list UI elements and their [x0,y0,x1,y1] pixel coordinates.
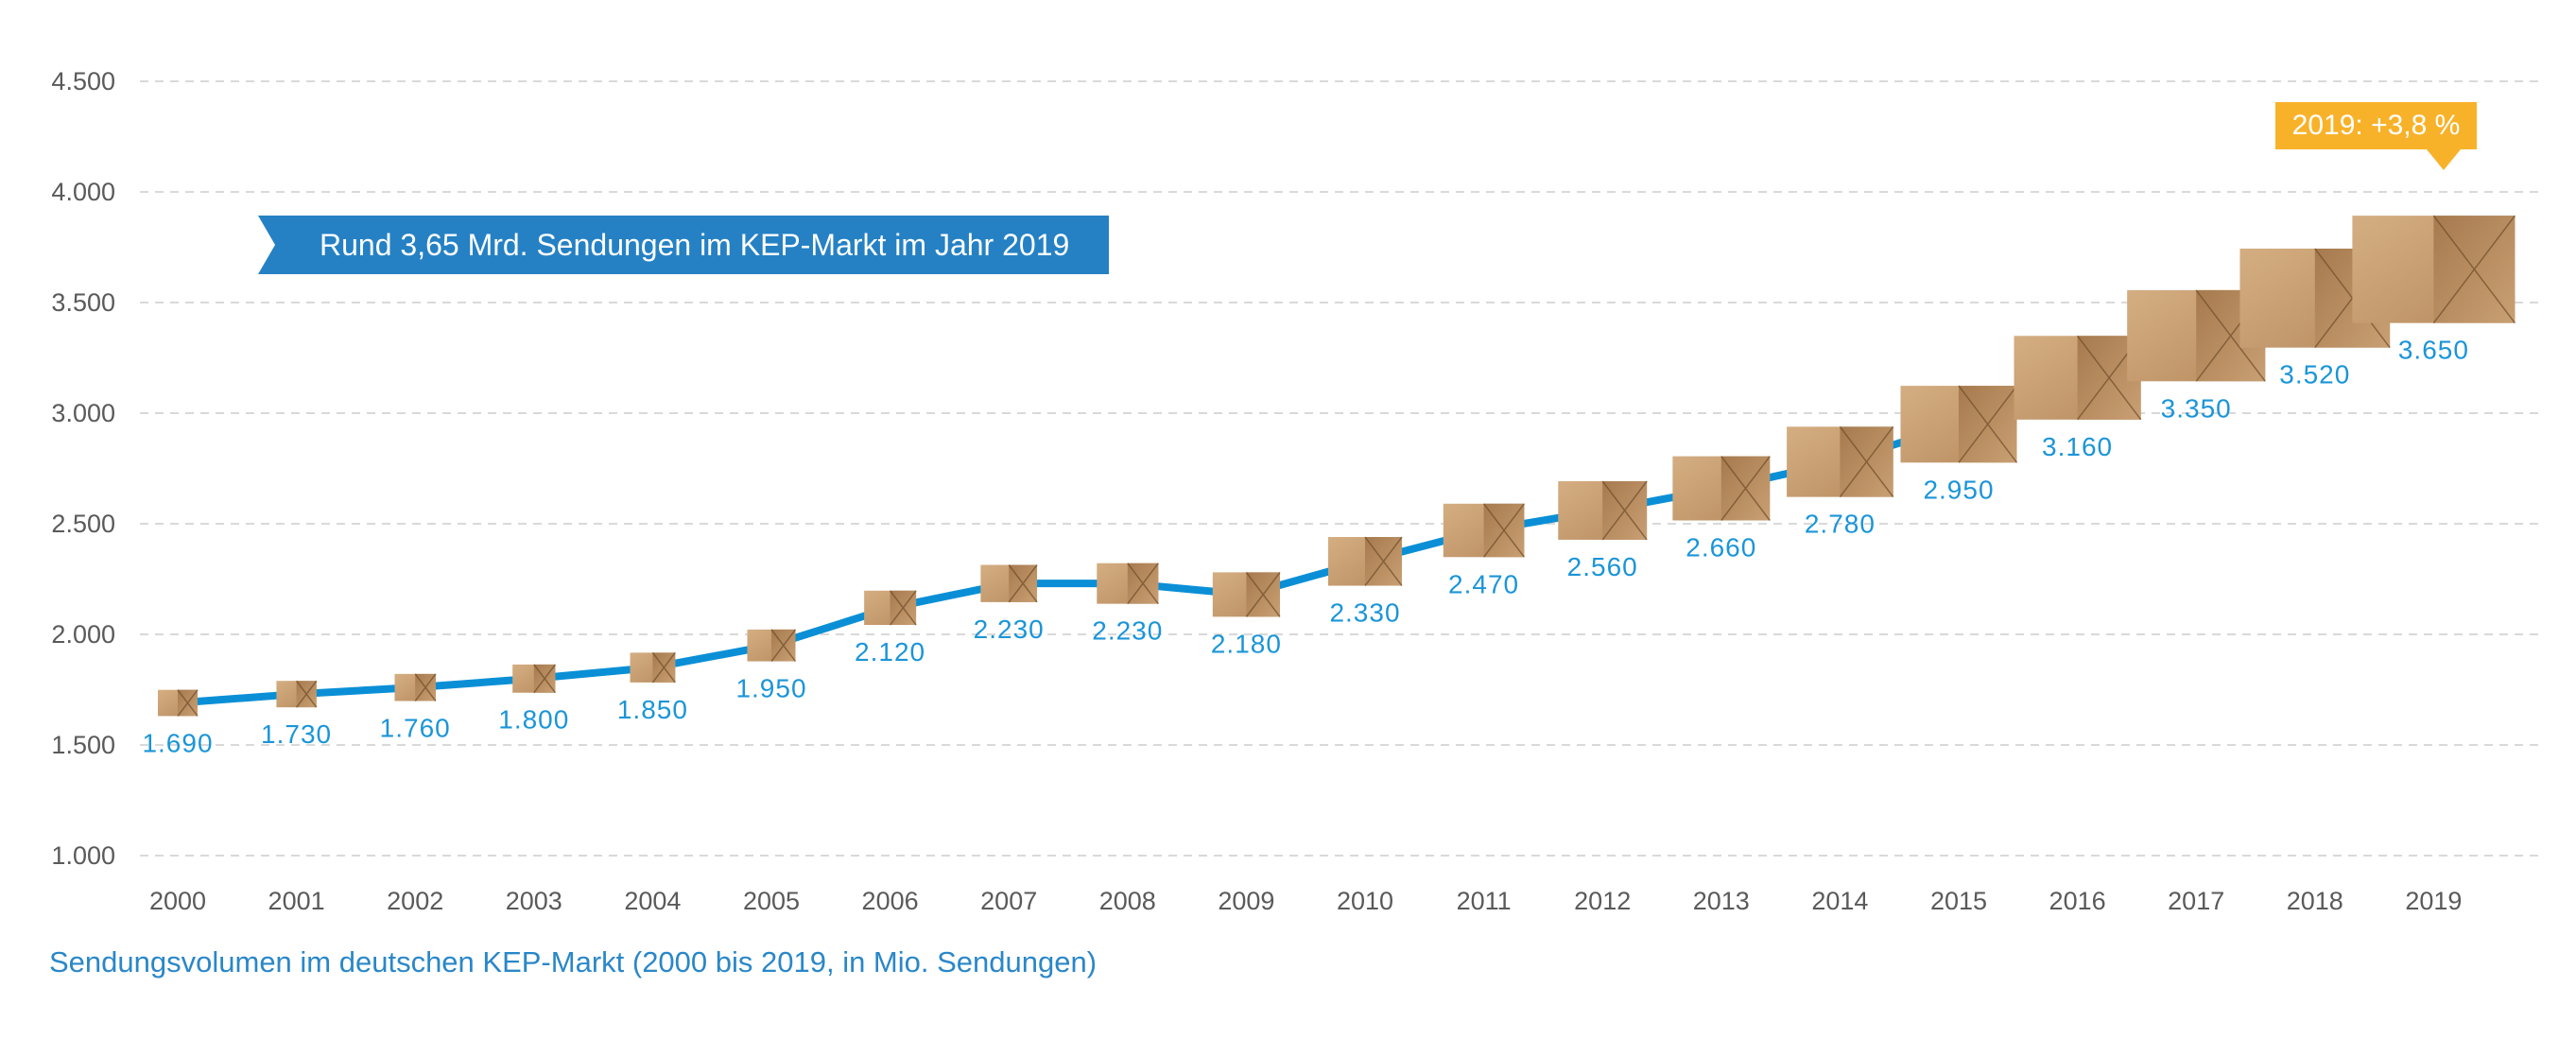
data-label: 2.120 [855,637,925,667]
x-tick-label: 2008 [1099,887,1156,915]
data-label: 2.330 [1329,598,1400,628]
y-tick-label: 2.500 [51,510,115,538]
cardboard-box-icon [1558,480,1648,541]
x-tick-label: 2010 [1337,887,1393,915]
x-tick-label: 2003 [506,887,562,915]
data-label: 2.560 [1567,552,1638,581]
y-tick-label: 4.000 [51,178,115,206]
data-label: 2.470 [1448,569,1519,598]
x-tick-label: 2017 [2168,887,2224,915]
cardboard-box-icon [394,673,437,701]
cardboard-box-icon [276,680,318,708]
x-tick-label: 2004 [624,887,681,915]
y-tick-label: 3.000 [51,399,115,427]
cardboard-box-icon [1097,563,1159,605]
data-label: 2.230 [1092,616,1163,646]
cardboard-box-icon [158,689,199,717]
cardboard-box-icon [747,629,797,662]
x-tick-label: 2013 [1693,887,1750,915]
series-line [174,265,2438,707]
data-label: 3.520 [2279,360,2350,390]
cardboard-box-icon [1787,425,1894,498]
data-label: 1.800 [498,705,569,735]
cardboard-box-icon [630,651,676,684]
data-label: 2.230 [974,615,1045,644]
cardboard-box-icon [1672,456,1771,521]
cardboard-box-icon [864,590,917,626]
y-tick-label: 4.500 [51,67,115,95]
headline-banner: Rund 3,65 Mrd. Sendungen im KEP-Markt im… [258,216,1109,274]
cardboard-box-icon [2014,335,2142,421]
data-label: 1.730 [261,719,332,749]
cardboard-box-icon [2352,215,2515,324]
x-tick-label: 2007 [980,887,1037,915]
cardboard-box-icon [1212,571,1281,617]
data-label: 2.180 [1211,629,1282,658]
x-tick-label: 2014 [1811,887,1868,915]
x-tick-label: 2019 [2405,887,2462,915]
data-label: 3.160 [2042,432,2113,461]
x-tick-label: 2011 [1457,887,1512,915]
x-tick-label: 2015 [1930,887,1987,915]
y-tick-label: 1.000 [51,841,115,870]
y-tick-label: 3.500 [51,288,115,317]
cardboard-box-icon [980,564,1038,603]
data-label: 2.950 [1923,475,1994,504]
x-tick-label: 2002 [387,887,443,915]
x-tick-label: 2000 [149,887,206,915]
x-tick-label: 2012 [1574,887,1631,915]
x-tick-label: 2005 [743,887,800,915]
data-label: 1.950 [735,674,806,703]
x-tick-label: 2016 [2049,887,2106,915]
data-label: 1.690 [142,728,213,757]
data-label: 3.650 [2398,336,2469,365]
growth-callout: 2019: +3,8 % [2275,102,2477,170]
y-tick-label: 2.000 [51,620,115,649]
cardboard-box-icon [1900,385,2018,463]
chart-caption: Sendungsvolumen im deutschen KEP-Markt (… [49,945,1098,978]
data-label: 1.850 [617,695,688,724]
data-label: 2.660 [1686,533,1756,563]
x-tick-label: 2018 [2287,887,2343,915]
cardboard-box-icon [512,664,557,694]
x-tick-label: 2001 [268,887,325,915]
data-label: 2.780 [1805,510,1876,539]
data-label: 1.760 [380,713,451,742]
y-tick-label: 1.500 [51,731,115,759]
cardboard-box-icon [1327,536,1403,586]
x-tick-label: 2006 [862,887,919,915]
x-tick-label: 2009 [1218,887,1274,915]
cardboard-box-icon [1443,503,1525,558]
data-label: 3.350 [2161,393,2232,423]
